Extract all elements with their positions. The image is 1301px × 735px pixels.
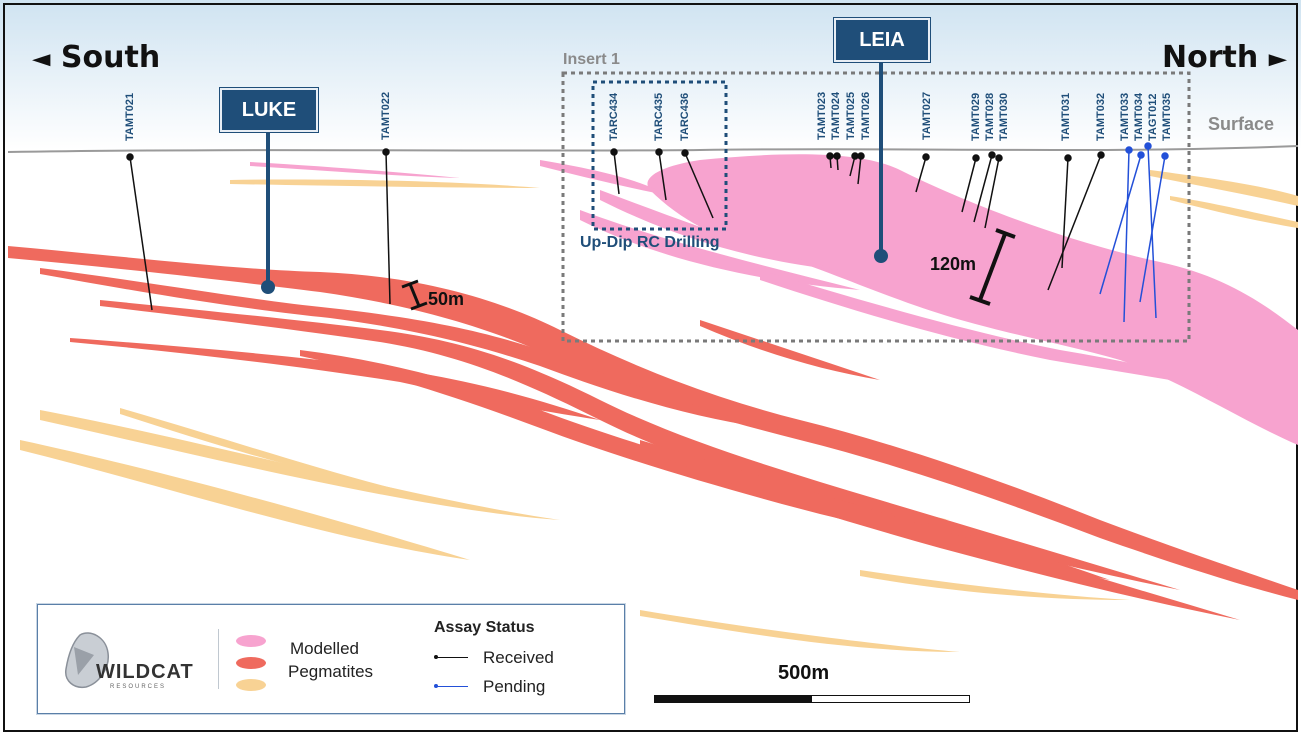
thickness-label-50m: 50m bbox=[428, 289, 465, 309]
south-label: ◄ South bbox=[32, 40, 161, 75]
legend-pegmatites-1: Modelled bbox=[290, 639, 359, 658]
drillholes-pending bbox=[1099, 142, 1169, 323]
thickness-label-120m: 120m bbox=[930, 254, 977, 274]
right-arrow-icon: ► bbox=[1268, 44, 1288, 73]
deposit-tag-luke: LUKE bbox=[220, 88, 318, 132]
drillhole-TAMT031 bbox=[1061, 157, 1069, 269]
drillhole-label-pending: TAMT035 bbox=[1161, 92, 1173, 141]
drillhole-label-received: TAMT027 bbox=[921, 91, 933, 140]
drillhole-label-received: TAMT030 bbox=[998, 92, 1010, 141]
sky-background bbox=[0, 0, 1301, 150]
drillhole-label-received: TAMT031 bbox=[1060, 92, 1072, 141]
drillhole-label-received: TAMT028 bbox=[984, 92, 996, 141]
drillholes-received bbox=[126, 148, 1105, 311]
drillhole-TARC434 bbox=[613, 151, 620, 195]
thickness-120m-marker bbox=[969, 228, 1016, 306]
drillhole-label-received: TAMT026 bbox=[860, 91, 872, 140]
drillhole-TAMT035 bbox=[1139, 155, 1166, 303]
wildcat-logo-icon bbox=[65, 632, 109, 689]
drillhole-label-pending: TAGT012 bbox=[1147, 93, 1159, 141]
drillhole-label-received: TAMT023 bbox=[816, 91, 828, 140]
swatch-red bbox=[236, 657, 266, 669]
surface-label: Surface bbox=[1208, 114, 1275, 134]
drillhole-TAMT034 bbox=[1099, 154, 1142, 295]
drillhole-label-pending: TAMT034 bbox=[1133, 92, 1145, 141]
legend-pegmatites-2: Pegmatites bbox=[288, 662, 374, 681]
drillhole-label-received: TAMT024 bbox=[830, 91, 842, 140]
insert-1-box bbox=[561, 71, 1191, 343]
updip-label: Up-Dip RC Drilling bbox=[580, 234, 720, 251]
drillhole-TAMT026 bbox=[857, 155, 862, 185]
drillhole-label-received: TARC436 bbox=[679, 92, 691, 141]
legend-pending-dot bbox=[434, 684, 438, 688]
drillhole-TAMT030 bbox=[984, 157, 1000, 229]
drillhole-TAMT029 bbox=[961, 157, 977, 213]
legend: WILDCAT RESOURCES Modelled Pegmatites As… bbox=[37, 604, 625, 714]
legend-received-dot bbox=[434, 655, 438, 659]
legend-received: Received bbox=[483, 648, 554, 667]
assay-status-title: Assay Status bbox=[434, 619, 535, 636]
luke-pointer-dot bbox=[261, 280, 275, 294]
drillhole-label-received: TARC435 bbox=[653, 92, 665, 141]
drillhole-label-received: TARC434 bbox=[608, 92, 620, 141]
drillhole-TARC435 bbox=[658, 151, 667, 201]
north-label: North ► bbox=[1162, 40, 1288, 75]
surface-line bbox=[7, 145, 1299, 153]
swatch-orange bbox=[236, 679, 266, 691]
thickness-50m-marker bbox=[401, 279, 428, 311]
legend-pending-line bbox=[436, 686, 468, 687]
updip-box bbox=[591, 80, 728, 231]
scale-bar-label: 500m bbox=[778, 662, 830, 684]
legend-pending: Pending bbox=[483, 677, 546, 696]
scale-bar bbox=[654, 695, 970, 703]
logo-subtext: RESOURCES bbox=[110, 684, 167, 690]
drillhole-label-received: TAMT032 bbox=[1095, 92, 1107, 141]
drillhole-label-received: TAMT022 bbox=[380, 91, 392, 140]
drillhole-TAMT028 bbox=[973, 154, 993, 223]
red-pegmatites bbox=[8, 246, 1298, 620]
drillhole-TAMT022 bbox=[385, 151, 391, 305]
drillhole-label-received: TAMT025 bbox=[845, 91, 857, 140]
drillhole-TAMT027 bbox=[915, 156, 927, 193]
drillhole-label-received: TAMT029 bbox=[970, 92, 982, 141]
drillhole-TARC436 bbox=[684, 152, 714, 219]
left-arrow-icon: ◄ bbox=[32, 44, 51, 73]
swatch-pink bbox=[236, 635, 266, 647]
drillhole-label-pending: TAMT033 bbox=[1119, 92, 1131, 141]
insert-label: Insert 1 bbox=[563, 51, 620, 68]
logo-text: WILDCAT bbox=[96, 661, 194, 683]
leia-pointer-dot bbox=[874, 249, 888, 263]
deposit-tag-leia: LEIA bbox=[834, 18, 930, 62]
drillhole-TAMT033 bbox=[1123, 149, 1130, 323]
drillhole-label-received: TAMT021 bbox=[124, 92, 136, 141]
legend-divider bbox=[218, 629, 219, 689]
scale-bar-fill bbox=[655, 696, 812, 702]
drillhole-TAMT032 bbox=[1047, 154, 1102, 291]
legend-received-line bbox=[436, 657, 468, 658]
drillhole-TAMT021 bbox=[129, 156, 153, 311]
